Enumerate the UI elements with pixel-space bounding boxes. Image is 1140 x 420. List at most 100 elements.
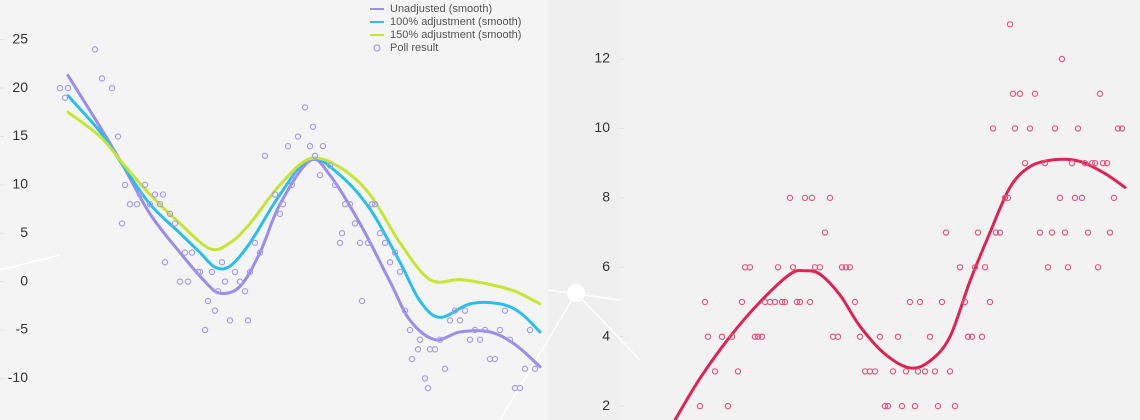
poll-point (466, 336, 474, 343)
poll-point (1016, 90, 1024, 97)
poll-point (1058, 55, 1066, 63)
poll-point (356, 239, 364, 247)
poll-point (889, 368, 897, 375)
poll-point (376, 230, 384, 237)
y-tick-label: 6 (602, 258, 610, 274)
poll-point (244, 317, 252, 324)
poll-point (161, 259, 169, 266)
poll-point (826, 194, 834, 202)
poll-point (934, 402, 942, 410)
poll-point (1051, 125, 1059, 132)
poll-point (1001, 194, 1009, 202)
poll-point (396, 268, 404, 276)
poll-point (351, 220, 359, 227)
y-tick-label: 10 (12, 176, 28, 192)
poll-point (441, 365, 449, 372)
poll-point (306, 142, 314, 150)
poll-point (309, 123, 317, 130)
poll-point (704, 333, 712, 340)
poll-point (141, 181, 149, 189)
poll-point (1068, 159, 1076, 167)
poll-point (521, 365, 529, 372)
poll-point (414, 346, 422, 353)
poll-point (121, 181, 129, 189)
poll-point (1026, 125, 1034, 132)
poll-point (718, 333, 726, 340)
poll-point (301, 104, 309, 111)
poll-point (1088, 159, 1096, 167)
poll-point (346, 200, 354, 208)
poll-point (319, 142, 327, 150)
poll-point (946, 368, 954, 375)
poll-point (251, 239, 259, 247)
poll-point (902, 368, 910, 375)
poll-point (838, 264, 846, 271)
poll-point (391, 249, 399, 256)
poll-point (876, 333, 884, 340)
poll-point (256, 249, 264, 256)
poll-point (894, 333, 902, 340)
y-tick-label: 15 (12, 127, 28, 143)
poll-point (108, 84, 116, 92)
poll-point (214, 288, 222, 295)
poll-point (1099, 159, 1107, 167)
poll-point (1061, 229, 1069, 236)
y-tick-label: 4 (602, 327, 610, 343)
y-tick-label: 5 (20, 224, 28, 240)
poll-point (751, 333, 759, 340)
y-tick-label: -5 (16, 321, 29, 337)
poll-point (424, 384, 432, 392)
poll-point (989, 125, 997, 132)
poll-point (276, 210, 284, 218)
poll-point (821, 229, 829, 236)
poll-point (261, 152, 269, 160)
poll-point (992, 229, 1000, 236)
poll-point (1106, 229, 1114, 236)
poll-point (1041, 159, 1049, 167)
plot-background (620, 0, 1140, 420)
poll-point (1021, 159, 1029, 167)
poll-point (288, 181, 296, 189)
poll-point (734, 368, 742, 375)
poll-point (1078, 194, 1086, 202)
poll-point (728, 333, 736, 340)
poll-point (871, 368, 879, 375)
poll-point (133, 200, 141, 208)
poll-point (61, 94, 69, 101)
poll-point (1004, 194, 1012, 202)
poll-point (461, 307, 469, 314)
poll-point (284, 142, 292, 150)
poll-point (166, 210, 174, 218)
poll-point (98, 75, 106, 82)
poll-point (931, 368, 939, 375)
poll-point (938, 298, 946, 306)
poll-point (956, 264, 964, 271)
poll-point (364, 239, 372, 247)
poll-point (446, 317, 454, 324)
decoration-node (567, 284, 585, 302)
poll-point (1096, 90, 1104, 97)
poll-point (856, 333, 864, 340)
poll-point (194, 268, 202, 276)
y-tick-label: 25 (12, 30, 28, 46)
poll-point (926, 333, 934, 340)
poll-point (526, 326, 534, 334)
poll-point (842, 264, 850, 271)
decoration (0, 254, 641, 420)
poll-point (1048, 229, 1056, 236)
poll-point (481, 326, 489, 334)
poll-point (331, 181, 339, 189)
poll-point (789, 264, 797, 271)
poll-point (226, 317, 234, 324)
poll-point (898, 402, 906, 410)
poll-point (159, 191, 167, 198)
y-tick-label: 10 (594, 119, 610, 135)
poll-point (1114, 125, 1122, 132)
poll-point (711, 368, 719, 375)
plot-background (0, 0, 548, 420)
poll-point (738, 298, 746, 306)
poll-point (236, 278, 244, 285)
poll-point (56, 84, 64, 92)
poll-point (754, 333, 762, 340)
